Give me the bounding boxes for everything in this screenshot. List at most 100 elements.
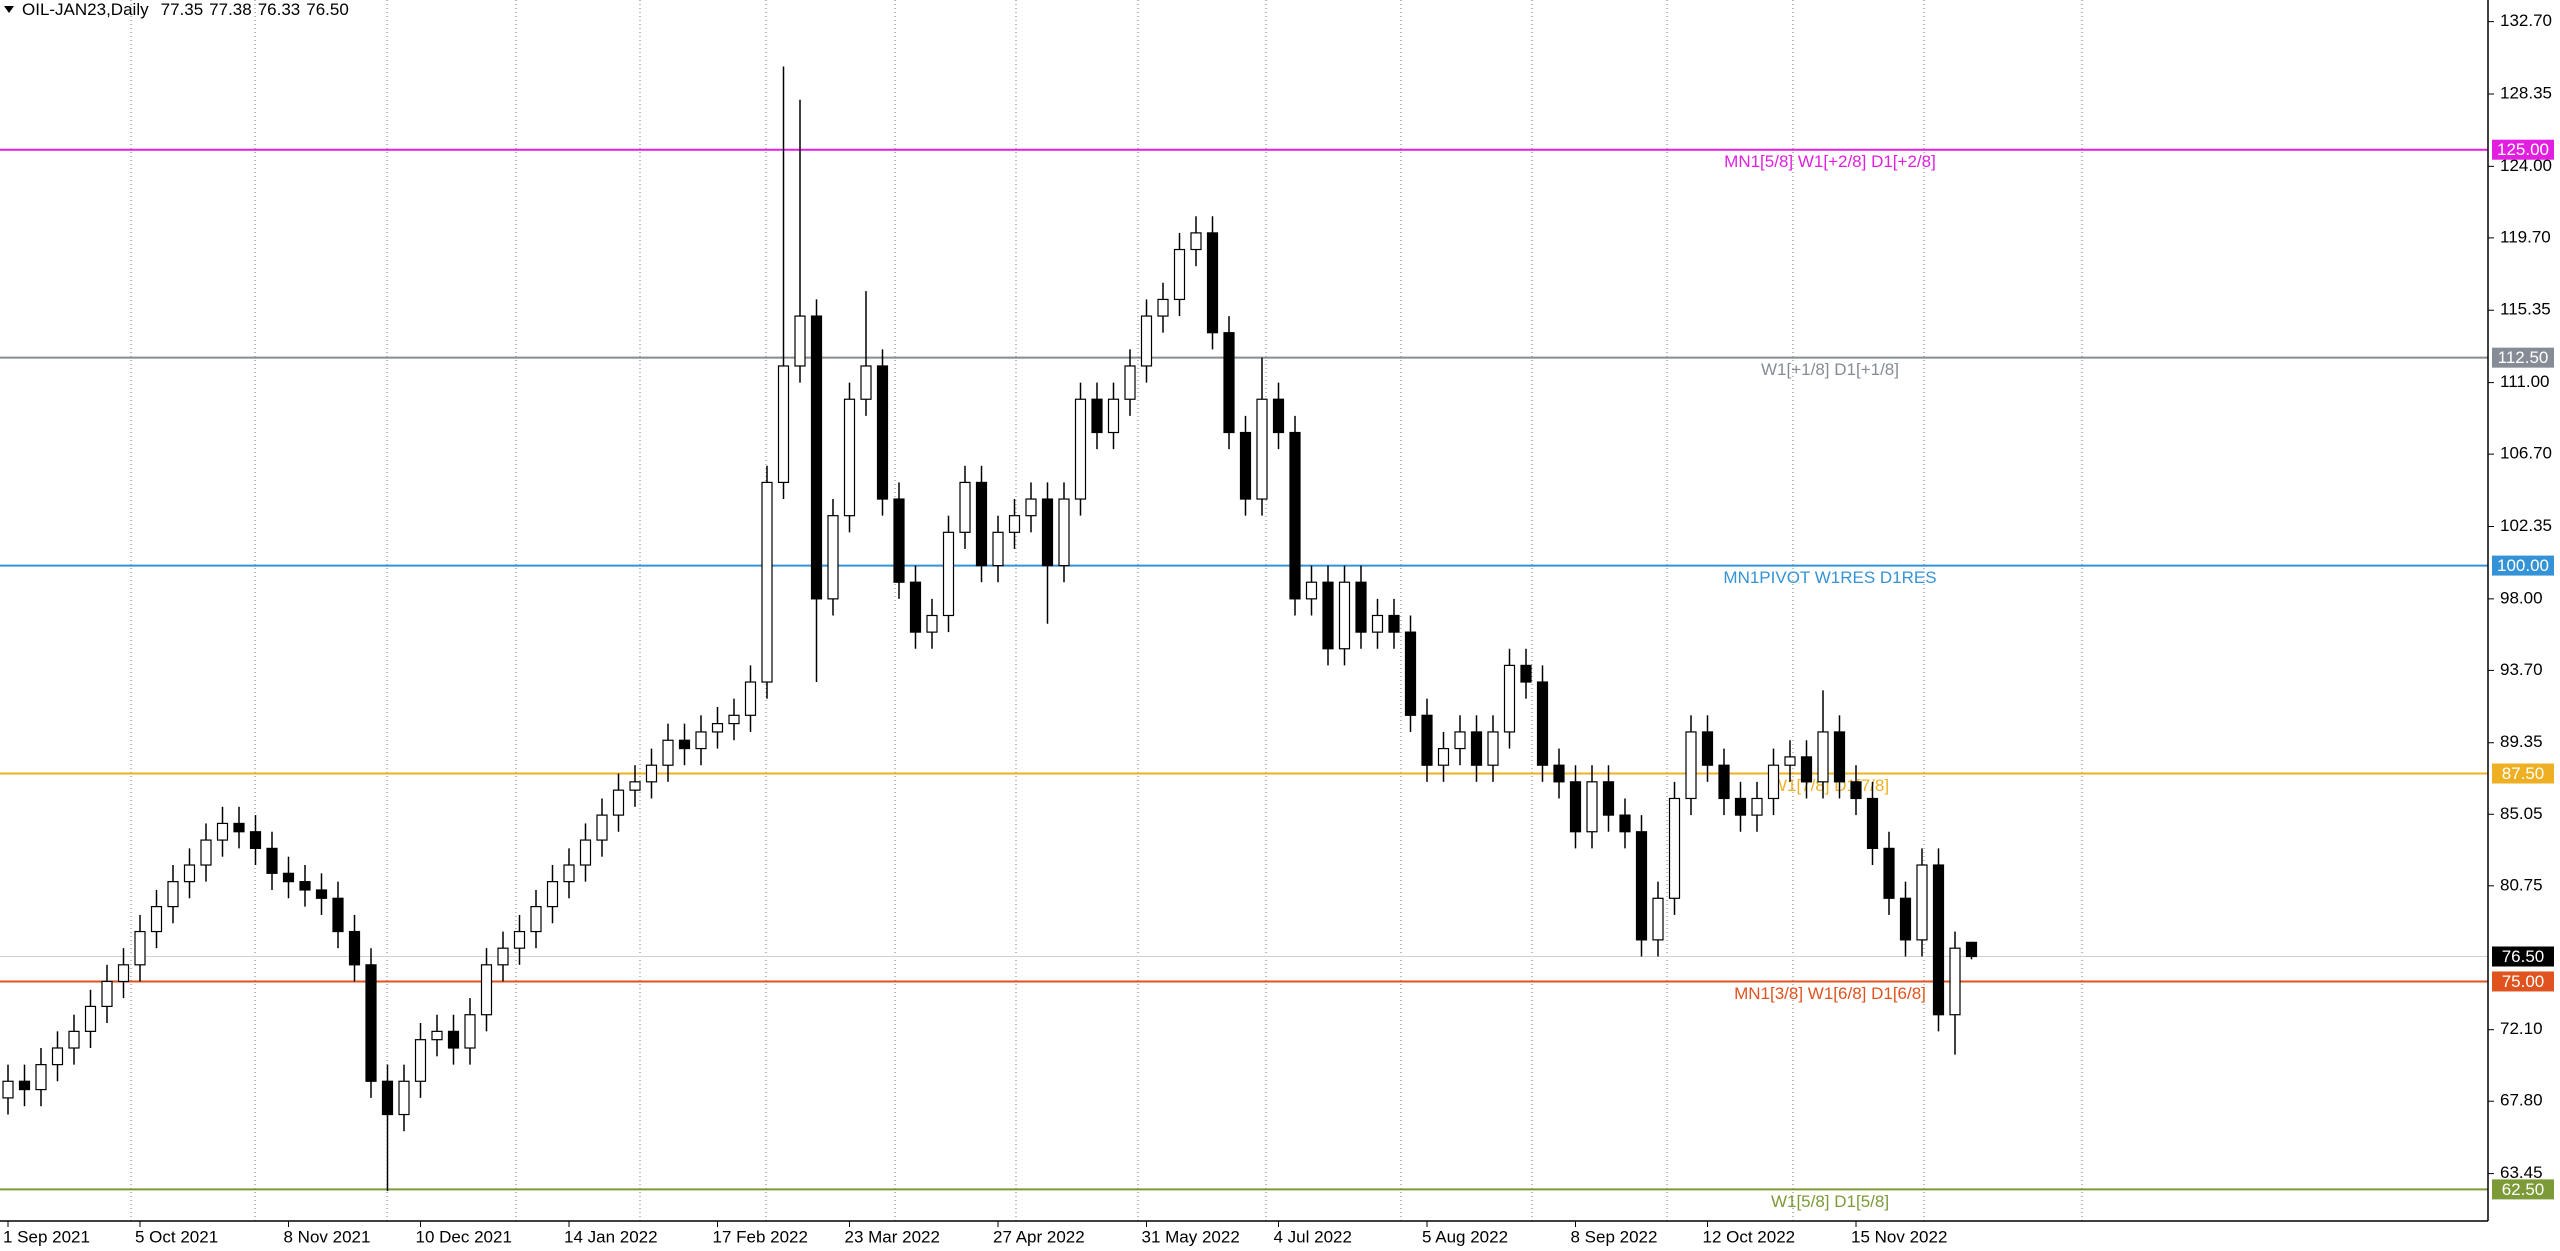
ohlc-value: 76.33 — [258, 0, 301, 19]
x-tick-label: 17 Feb 2022 — [713, 1227, 808, 1246]
candle-body — [645, 764, 658, 783]
candle-body — [860, 365, 872, 400]
candle-body — [2, 1080, 14, 1099]
level-price-label: 75.00 — [2502, 972, 2545, 991]
level-price-label: 87.50 — [2502, 764, 2545, 783]
candle-body — [1586, 781, 1598, 833]
candle-body — [1437, 747, 1450, 766]
level-price-box — [2492, 347, 2554, 368]
candle-body — [1553, 764, 1565, 783]
candle-body — [662, 739, 674, 766]
y-tick-label: 132.70 — [2500, 11, 2552, 30]
x-tick-label: 5 Aug 2022 — [1422, 1227, 1508, 1246]
candle-body — [1668, 797, 1681, 899]
candle-body — [629, 781, 641, 791]
candle-body — [464, 1014, 476, 1049]
candle-body — [909, 581, 922, 633]
candle-body — [1025, 498, 1037, 517]
candle-body — [1421, 714, 1433, 766]
candle-body — [1140, 315, 1153, 367]
candle-body — [1322, 581, 1334, 650]
candle-body — [332, 897, 344, 933]
candle-body — [678, 739, 691, 750]
last-price-box — [2492, 946, 2554, 967]
candle-body — [1256, 398, 1268, 500]
candle-body — [1107, 398, 1120, 434]
candle-body — [761, 481, 773, 683]
ohlc-value: 77.38 — [209, 0, 252, 19]
candle-body — [596, 814, 608, 841]
candle-body — [1074, 398, 1087, 500]
candle-body — [1272, 398, 1285, 434]
candle-body — [810, 315, 823, 600]
candle-body — [876, 365, 889, 500]
candle-body — [843, 398, 856, 517]
candle-body — [893, 498, 905, 583]
y-tick-label: 85.05 — [2500, 804, 2543, 823]
candle-body — [134, 930, 146, 966]
candle-body — [1223, 332, 1235, 434]
candle-body — [612, 789, 625, 816]
candle-body — [777, 365, 790, 484]
candle-body — [1817, 731, 1829, 783]
y-tick-label: 119.70 — [2500, 227, 2551, 246]
candle-body — [183, 864, 196, 883]
candle-body — [1899, 897, 1912, 941]
y-tick-label: 67.80 — [2500, 1091, 2543, 1110]
level-price-label: 62.50 — [2502, 1180, 2545, 1199]
y-tick-label: 106.70 — [2500, 444, 2552, 463]
candle-body — [1190, 232, 1202, 251]
candle-body — [1404, 631, 1417, 716]
x-tick-label: 5 Oct 2021 — [135, 1227, 218, 1246]
x-tick-label: 27 Apr 2022 — [993, 1227, 1085, 1246]
y-tick-label: 115.35 — [2500, 300, 2551, 319]
level-text: W1[5/8] D1[5/8] — [1771, 1192, 1889, 1211]
candle-body — [1206, 232, 1219, 334]
candle-body — [728, 714, 740, 725]
x-tick-label: 23 Mar 2022 — [845, 1227, 940, 1246]
candle-body — [216, 822, 229, 841]
y-tick-label: 93.70 — [2500, 660, 2543, 679]
candle-body — [497, 947, 509, 966]
x-tick-label: 8 Nov 2021 — [284, 1227, 371, 1246]
candle-body — [530, 906, 542, 933]
y-tick-label: 124.00 — [2500, 156, 2552, 175]
candle-body — [1470, 731, 1483, 766]
ohlc-value: 77.35 — [161, 0, 204, 19]
candle-body — [1157, 298, 1169, 317]
candle-body — [1388, 614, 1400, 633]
y-tick-label: 80.75 — [2500, 875, 2543, 894]
candle-body — [1734, 797, 1747, 816]
ohlc-value: 76.50 — [306, 0, 349, 19]
symbol: OIL-JAN23,Daily — [22, 0, 149, 19]
candle-body — [150, 906, 163, 933]
x-tick-label: 12 Oct 2022 — [1703, 1227, 1796, 1246]
candle-body — [233, 822, 245, 833]
collapse-icon — [4, 6, 14, 13]
candle-body — [1916, 864, 1928, 941]
candle-body — [1355, 581, 1367, 633]
x-tick-label: 10 Dec 2021 — [416, 1227, 512, 1246]
candle-body — [1503, 664, 1516, 733]
y-tick-label: 89.35 — [2500, 732, 2543, 751]
level-price-label: 125.00 — [2497, 140, 2549, 159]
candle-body — [1289, 431, 1301, 600]
candle-body — [18, 1080, 31, 1091]
y-tick-label: 72.10 — [2500, 1019, 2543, 1038]
candle-body — [101, 980, 113, 1008]
candle-body — [1883, 847, 1895, 899]
level-price-label: 100.00 — [2497, 556, 2549, 575]
level-price-box — [2492, 763, 2554, 784]
candle-body — [1850, 781, 1862, 800]
candle-body — [1619, 814, 1631, 833]
candle-body — [1652, 897, 1664, 941]
plot: MN1[5/8] W1[+2/8] D1[+2/8] W1[+1/8] D1[+1… — [0, 66, 2488, 1211]
candle-body — [992, 531, 1004, 567]
candle-body — [249, 831, 262, 849]
candle-body — [1239, 431, 1252, 500]
candle-body — [1800, 756, 1813, 783]
candle-body — [1949, 947, 1961, 1016]
candle-body — [167, 881, 179, 908]
candle-body — [827, 515, 839, 600]
